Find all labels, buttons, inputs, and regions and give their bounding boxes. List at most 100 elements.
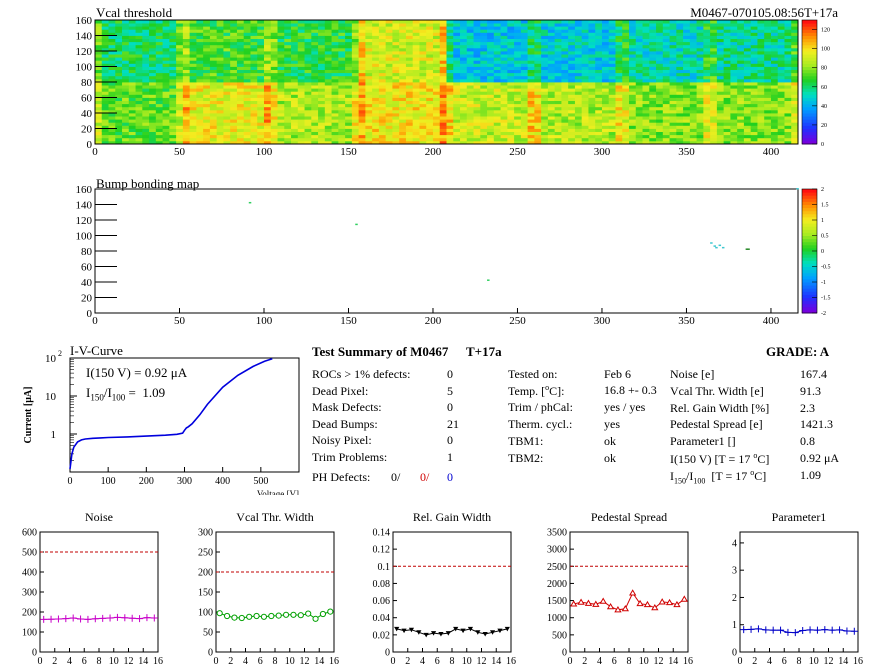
vcal-cell xyxy=(466,134,474,139)
vcal-cell xyxy=(351,137,360,142)
vcal-cell xyxy=(203,72,211,77)
vcal-cell xyxy=(324,69,332,74)
vcal-cell xyxy=(642,134,650,139)
vcal-cell xyxy=(230,69,238,74)
vcal-cell xyxy=(696,119,704,123)
vcal-cell xyxy=(189,88,197,92)
vcal-cell xyxy=(162,26,170,30)
vcal-cell xyxy=(216,119,224,123)
vcal-cell xyxy=(155,140,163,145)
vcal-cell xyxy=(757,125,765,129)
vcal-cell xyxy=(764,85,772,89)
vcal-cell xyxy=(108,69,116,74)
vcal-cell xyxy=(155,131,163,136)
vcal-cell xyxy=(297,20,305,24)
vcal-cell xyxy=(169,137,177,142)
vcal-cell xyxy=(115,91,123,95)
vcal-cell xyxy=(703,128,711,132)
vcal-cell xyxy=(622,131,630,136)
vcal-cell xyxy=(601,137,610,142)
vcal-cell xyxy=(642,85,650,89)
vcal-x-tick-label: 0 xyxy=(92,146,98,158)
vcal-cell xyxy=(399,134,407,139)
vcal-cell xyxy=(507,140,515,145)
vcal-cell xyxy=(615,97,623,101)
vcal-cell xyxy=(135,106,143,111)
vcal-cell xyxy=(568,122,576,126)
vcal-cell xyxy=(203,94,211,98)
vcal-cell xyxy=(291,54,299,58)
vcal-cell xyxy=(324,106,332,111)
vcal-cell xyxy=(514,97,522,101)
vcal-cell xyxy=(723,116,731,120)
vcal-cell xyxy=(108,106,116,111)
vcal-cell xyxy=(101,78,109,83)
vcal-cell xyxy=(378,140,387,145)
vcal-cell xyxy=(128,122,136,126)
vcal-cell xyxy=(588,131,596,136)
vcal-cell xyxy=(263,140,272,145)
vcal-cell xyxy=(203,38,211,43)
vcal-cell xyxy=(345,38,353,43)
vcal-cell xyxy=(196,38,204,43)
vcal-cell xyxy=(358,100,366,105)
vcal-cell xyxy=(358,75,366,80)
vcal-cell xyxy=(257,35,265,39)
vcal-cell xyxy=(223,88,231,92)
vcal-cell xyxy=(277,66,285,70)
vcal-cell xyxy=(669,103,677,108)
vcal-cell xyxy=(487,82,495,86)
vcal-cell xyxy=(169,72,177,77)
vcal-cell xyxy=(284,134,292,139)
vcal-cell xyxy=(196,82,204,86)
vcal-cell xyxy=(128,41,136,46)
vcal-cell xyxy=(209,82,218,86)
vcal-cell xyxy=(338,66,346,70)
vcal-cell xyxy=(514,94,522,98)
vcal-cell xyxy=(196,20,204,24)
vcal-cell xyxy=(230,128,238,132)
vcal-cell xyxy=(710,82,718,86)
vcal-cell xyxy=(399,131,407,136)
vcal-cell xyxy=(493,109,501,114)
vcal-cell xyxy=(324,137,332,142)
vcal-cell xyxy=(351,72,360,77)
vcal-cell xyxy=(561,140,569,145)
vcal-cell xyxy=(676,113,684,117)
vcal-cell xyxy=(331,125,339,129)
vcal-cell xyxy=(236,119,245,123)
vcal-cell xyxy=(128,85,136,89)
vcal-cell xyxy=(689,113,698,117)
vcal-cell xyxy=(216,44,224,49)
vcal-cell xyxy=(514,122,522,126)
vcal-cell xyxy=(527,125,535,129)
vcal-cell xyxy=(162,75,170,80)
vcal-cell xyxy=(189,94,197,98)
vcal-cell xyxy=(574,109,583,114)
vcal-cell xyxy=(345,69,353,74)
vcal-cell xyxy=(230,23,238,27)
vcal-cell xyxy=(723,140,731,145)
vcal-cell xyxy=(203,122,211,126)
vcal-cell xyxy=(169,63,177,67)
vcal-cell xyxy=(182,60,191,64)
vcal-cell xyxy=(338,85,346,89)
vcal-cell xyxy=(169,32,177,36)
vcal-cell xyxy=(189,54,197,58)
vcal-cell xyxy=(453,109,461,114)
vcal-cell xyxy=(95,32,103,36)
vcal-cell xyxy=(656,128,664,132)
vcal-cell xyxy=(142,26,150,30)
vcal-cell xyxy=(101,119,109,123)
vcal-cell xyxy=(196,103,204,108)
vcal-cell xyxy=(182,47,191,52)
vcal-cell xyxy=(142,72,150,77)
vcal-cell xyxy=(331,63,339,67)
vcal-cell xyxy=(149,72,157,77)
vcal-cell xyxy=(291,75,299,80)
vcal-cell xyxy=(189,57,197,61)
vcal-cell xyxy=(196,97,204,101)
vcal-cell xyxy=(689,88,698,92)
vcal-cell xyxy=(561,106,569,111)
vcal-cell xyxy=(122,54,130,58)
